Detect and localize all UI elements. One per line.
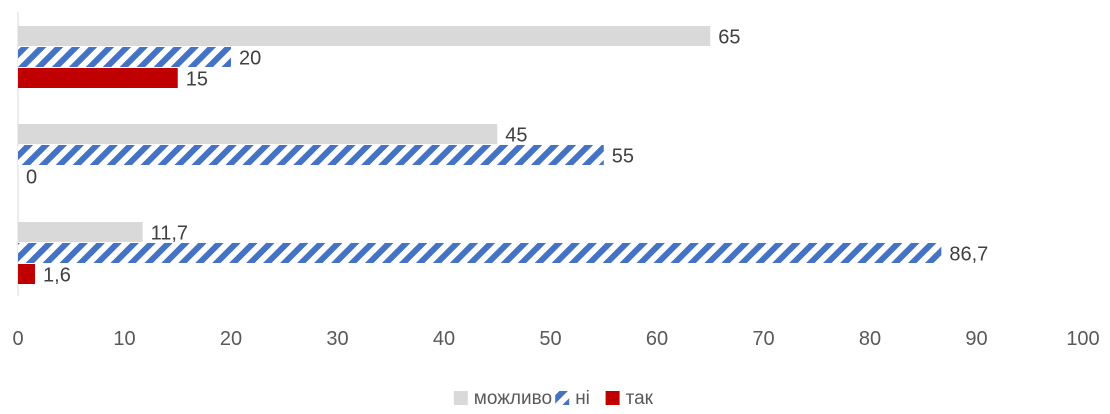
legend-label-ні: ні	[575, 388, 590, 409]
legend-item-можливо: можливо	[453, 388, 552, 409]
bar-можливо-3	[18, 222, 143, 242]
bar-так-1	[18, 68, 178, 88]
bar-можливо-2	[18, 124, 498, 144]
legend-swatch-можливо	[453, 391, 468, 405]
data-label-так-1: 15	[186, 69, 208, 91]
x-tick-label: 10	[113, 328, 135, 350]
legend-item-так: так	[605, 388, 654, 409]
x-tick-label: 80	[859, 328, 881, 350]
data-label-так-2: 0	[26, 167, 37, 189]
bar-ні-3	[18, 243, 942, 263]
data-labels-group: 65 20 15 45 55 0 11,7 86,7 1,6	[26, 27, 988, 287]
legend-label-так: так	[626, 388, 654, 409]
legend-label-можливо: можливо	[474, 388, 552, 409]
x-tick-label: 0	[12, 328, 23, 350]
data-label-ні-1: 20	[239, 48, 261, 70]
x-tick-label: 20	[220, 328, 242, 350]
bar-так-3	[18, 264, 36, 284]
data-label-так-3: 1,6	[43, 265, 71, 287]
bar-ні-1	[18, 47, 231, 67]
bar-можливо-1	[18, 26, 711, 46]
data-label-можливо-1: 65	[718, 27, 740, 49]
data-label-можливо-3: 11,7	[151, 223, 188, 245]
legend-swatch-ні	[555, 391, 570, 405]
x-tick-label: 30	[326, 328, 348, 350]
x-tick-label: 90	[965, 328, 987, 350]
x-tick-labels: 0 10 20 30 40 50 60 70 80 90 100	[12, 328, 1099, 350]
legend-item-ні: ні	[555, 388, 590, 409]
data-label-ні-3: 86,7	[949, 244, 988, 266]
legend-swatch-так	[605, 391, 620, 405]
bars-group	[18, 26, 942, 284]
x-tick-label: 70	[752, 328, 774, 350]
x-tick-label: 40	[433, 328, 455, 350]
x-tick-label: 60	[646, 328, 668, 350]
x-tick-label: 50	[539, 328, 561, 350]
legend: можливо ні так	[453, 388, 654, 409]
bar-ні-2	[18, 145, 604, 165]
data-label-ні-2: 55	[612, 146, 634, 168]
x-tick-label: 100	[1066, 328, 1099, 350]
data-label-можливо-2: 45	[505, 125, 527, 147]
